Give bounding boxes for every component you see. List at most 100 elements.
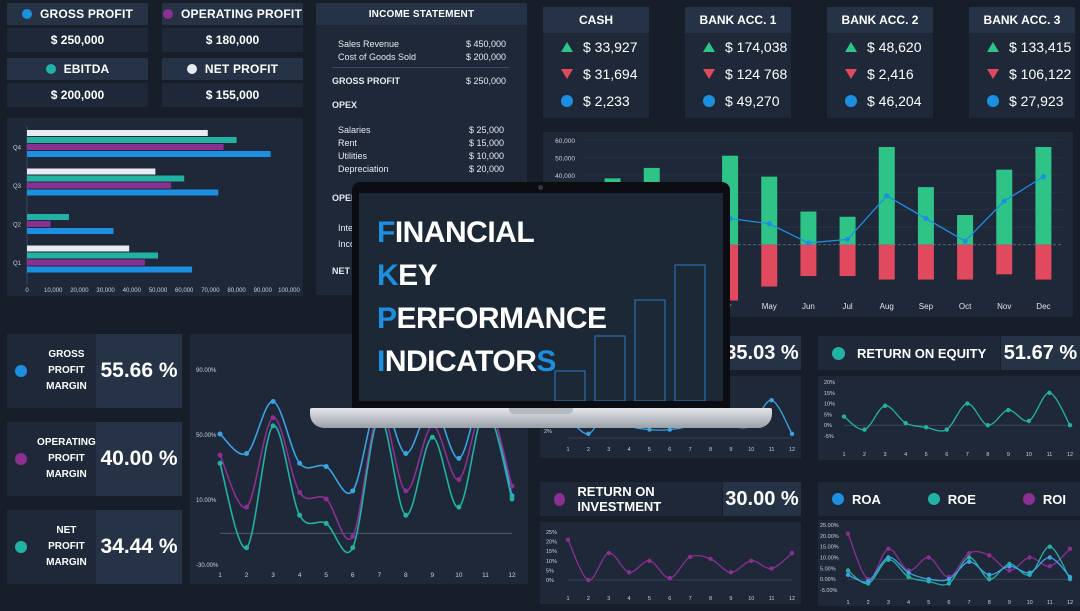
is-label: Inco xyxy=(338,239,356,249)
laptop-notch xyxy=(509,408,573,414)
is-value: $ 25,000 xyxy=(468,125,504,135)
roi-svg: 25%20%15%10%5%0%1 2 3 4 5 6 7 8 9 10 11 12 xyxy=(546,530,795,602)
y-tick-label: 5% xyxy=(546,568,554,574)
laptop-base xyxy=(310,408,772,428)
kpi-label: GROSS PROFIT xyxy=(39,7,134,21)
x-tick-label: Jun xyxy=(802,302,815,311)
is-row: Salaries $ 25,000 xyxy=(338,125,504,138)
x-tick-label: Nov xyxy=(997,302,1011,311)
laptop-bars-svg xyxy=(554,264,706,401)
dot-icon xyxy=(21,9,32,19)
kpi-label: EBITDA xyxy=(63,62,110,76)
bar xyxy=(27,259,145,266)
x-tick-label: May xyxy=(762,302,777,311)
x-tick-label: 10 xyxy=(748,596,754,602)
series-point xyxy=(1006,407,1011,413)
gross-margin-value: 55.66 % xyxy=(96,334,182,408)
kpi-net-profit-label: NET PROFIT xyxy=(162,58,303,80)
series-point xyxy=(728,570,734,575)
series-point xyxy=(966,559,972,565)
x-tick-label: 12 xyxy=(1067,600,1073,606)
series-point xyxy=(1007,568,1012,573)
balance-circle-icon xyxy=(987,94,999,107)
is-value: $ 200,000 xyxy=(465,52,506,62)
x-tick-label: 9 xyxy=(431,572,435,579)
y-tick-label: 60,000 xyxy=(555,138,575,145)
x-tick-label: Dec xyxy=(1036,302,1050,311)
is-row: Sales Revenue $ 450,000 xyxy=(338,39,506,52)
series-point xyxy=(987,572,992,578)
y-tick-label: 10.00% xyxy=(196,498,217,504)
legend-label: ROA xyxy=(852,491,881,507)
x-tick-label: 2 xyxy=(867,600,870,606)
is-row: Utilities $ 10,000 xyxy=(338,151,504,164)
positive-bar xyxy=(761,176,778,245)
negative-bar xyxy=(957,244,974,280)
series-point xyxy=(865,579,871,584)
bar xyxy=(27,214,69,220)
y-tick-label: 15% xyxy=(546,549,557,555)
y-tick-label: 20.00% xyxy=(820,534,839,540)
series-point xyxy=(845,568,851,573)
y-tick-label: 10% xyxy=(546,559,557,565)
y-tick-label: 20% xyxy=(546,540,557,546)
x-tick-label: 6 xyxy=(668,447,671,453)
series-point xyxy=(297,490,303,495)
title-line: INDICATORS xyxy=(377,340,607,383)
x-tick-label: 80,000 xyxy=(227,288,246,294)
bank-out-row: $ 106,122 xyxy=(969,60,1075,87)
bank-in-row: $ 133,415 xyxy=(969,33,1075,60)
x-tick-label: 6 xyxy=(947,600,950,606)
bar xyxy=(27,137,237,143)
income-title: INCOME STATEMENT xyxy=(316,3,527,25)
x-tick-label: 8 xyxy=(709,596,712,602)
legend-label: ROE xyxy=(947,491,976,507)
arrow-up-icon xyxy=(845,41,857,52)
bank-balance: $ 27,923 xyxy=(1009,92,1064,109)
series-point xyxy=(297,460,303,466)
series-point xyxy=(323,464,329,469)
x-tick-label: 12 xyxy=(508,572,516,579)
series-point xyxy=(350,488,356,494)
series-point xyxy=(403,488,409,494)
y-tick-label: 5.00% xyxy=(820,566,836,572)
kpi-ebitda-value: $ 200,000 xyxy=(7,83,148,107)
kpi-gross-profit-label: GROSS PROFIT xyxy=(7,3,148,25)
bank-balance: $ 49,270 xyxy=(725,92,780,109)
y-tick-label: 2% xyxy=(544,429,552,435)
series-point xyxy=(565,537,571,542)
x-tick-label: 10,000 xyxy=(44,288,63,294)
bank-in-row: $ 48,620 xyxy=(827,33,933,60)
combined-svg: 25.00% 20.00% 15.00% 10.00% 5.00% 0.00% -5.00%… xyxy=(820,523,1073,606)
x-tick-label: 7 xyxy=(689,447,692,453)
bank-in-row: $ 33,927 xyxy=(543,33,649,60)
title-rest: ERFORMANCE xyxy=(396,302,608,335)
x-tick-label: 2 xyxy=(863,452,866,458)
series-point xyxy=(323,496,329,502)
x-tick-label: 11 xyxy=(769,447,775,453)
legend-roa: ROA xyxy=(832,492,881,507)
y-tick-label: 90.00% xyxy=(196,368,217,374)
operating-margin-label: OPERATING PROFIT MARGIN xyxy=(7,422,96,496)
y-tick-label: 0.00% xyxy=(820,577,836,583)
y-tick-label: 25% xyxy=(546,530,557,536)
x-tick-label: 5 xyxy=(925,452,928,458)
bank-out: $ 106,122 xyxy=(1009,65,1072,82)
y-tick-label: 40,000 xyxy=(555,173,575,180)
x-tick-label: 1 xyxy=(846,600,849,606)
roi-title: RETURN ON INVESTMENT xyxy=(540,482,722,516)
y-tick-label: 50.00% xyxy=(196,433,217,439)
x-tick-label: 8 xyxy=(988,600,991,606)
series-point xyxy=(1026,418,1032,424)
series-point xyxy=(1047,544,1053,549)
dot-icon xyxy=(163,9,173,19)
title-rest: NDICATOR xyxy=(384,345,537,378)
x-tick-label: 8 xyxy=(986,452,989,458)
title-initial: K xyxy=(377,259,399,292)
dot-icon xyxy=(186,64,197,74)
x-tick-label: 2 xyxy=(587,447,590,453)
x-tick-label: 11 xyxy=(769,596,775,602)
series-point xyxy=(769,566,774,571)
balance-point xyxy=(962,238,968,244)
balance-point xyxy=(844,236,851,243)
